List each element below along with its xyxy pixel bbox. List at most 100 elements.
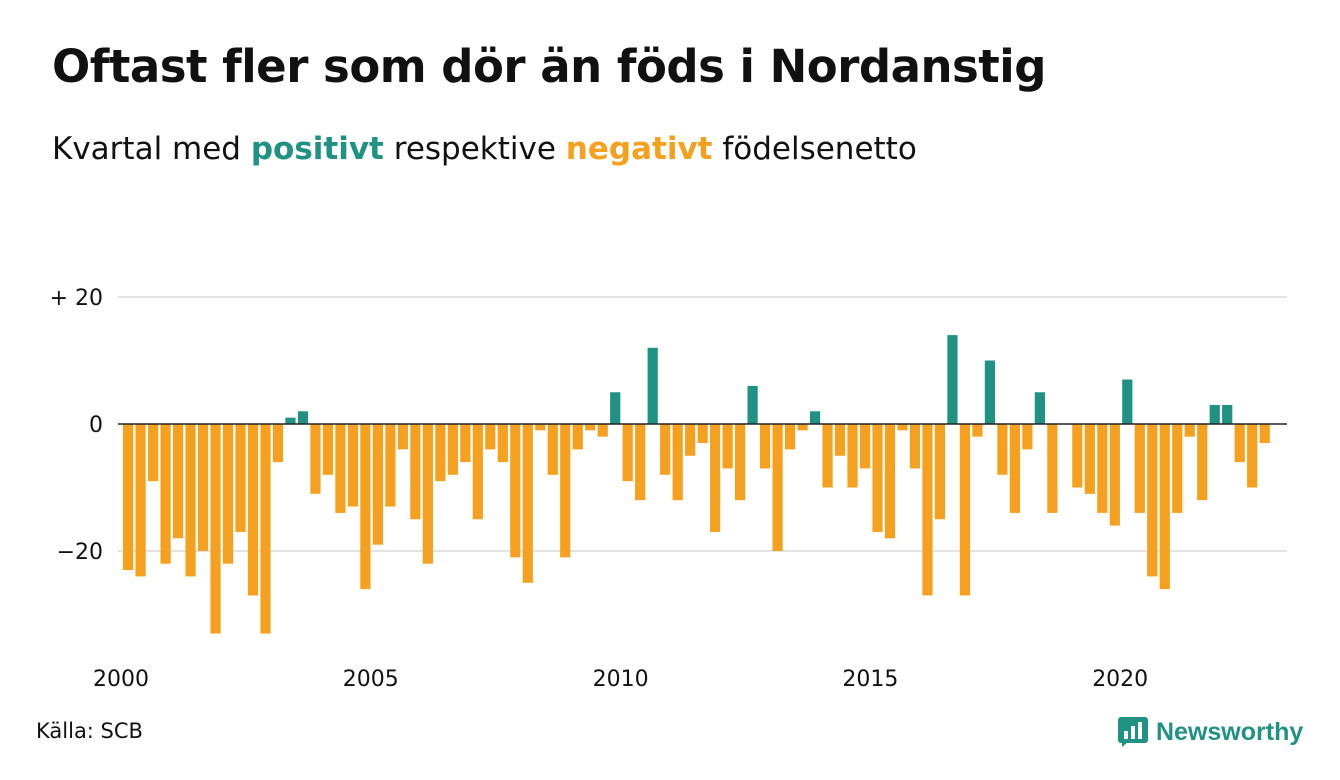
bar-positive <box>1122 379 1133 424</box>
bar-negative <box>859 424 871 469</box>
bar-negative <box>247 424 259 596</box>
chart-subtitle: Kvartal med positivt respektive negativt… <box>52 131 917 167</box>
bar-negative <box>897 424 908 431</box>
bar-negative <box>1172 424 1183 513</box>
bar-negative <box>797 424 808 431</box>
bar-negative <box>347 424 359 507</box>
bar-negative <box>123 424 134 571</box>
bar-negative <box>1184 424 1195 437</box>
bar-negative <box>710 424 721 532</box>
bar-negative <box>934 424 946 520</box>
bar-negative <box>922 424 933 596</box>
bar-negative <box>1159 424 1170 590</box>
bar-positive <box>1209 404 1220 424</box>
bar-positive <box>747 385 758 424</box>
y-tick-label: 0 <box>89 413 103 438</box>
bar-negative <box>547 424 558 475</box>
bar-negative <box>909 424 921 469</box>
bar-negative <box>834 424 846 456</box>
x-tick-label: 2010 <box>593 667 649 692</box>
chart-title: Oftast fler som dör än föds i Nordanstig <box>52 40 1046 93</box>
bar-negative <box>847 424 858 488</box>
bar-negative <box>322 424 334 475</box>
bar-negative <box>397 424 408 450</box>
bar-negative <box>1259 424 1270 444</box>
bar-negative <box>1197 424 1208 501</box>
bar-negative <box>497 424 508 463</box>
bar-negative <box>172 424 184 539</box>
bar-negative <box>884 424 896 539</box>
bar-negative <box>485 424 496 450</box>
subtitle-positive-word: positivt <box>250 131 384 167</box>
bar-negative <box>560 424 571 558</box>
bar-negative <box>697 424 708 444</box>
bar-negative <box>759 424 771 469</box>
bar-negative <box>660 424 671 475</box>
bar-negative <box>1247 424 1258 488</box>
bar-negative <box>1134 424 1145 513</box>
bar-negative <box>147 424 159 482</box>
bar-negative <box>510 424 521 558</box>
grid-lines <box>118 296 1287 552</box>
bar-negative <box>1047 424 1058 513</box>
bar-negative <box>585 424 596 431</box>
bar-negative <box>997 424 1008 475</box>
bar-negative <box>522 424 533 583</box>
bar-negative <box>260 424 271 634</box>
bar-negative <box>335 424 346 513</box>
x-tick-label: 2015 <box>842 667 898 692</box>
bar-negative <box>722 424 733 469</box>
bar-negative <box>272 424 284 463</box>
bar-negative <box>784 424 796 450</box>
newsworthy-logo: Newsworthy <box>1118 714 1303 750</box>
bar-negative <box>222 424 234 564</box>
bar-negative <box>410 424 421 520</box>
bar-positive <box>809 411 821 424</box>
bar-negative <box>210 424 221 634</box>
bar-negative <box>972 424 983 437</box>
bar-negative <box>872 424 883 532</box>
bar-negative <box>1234 424 1245 463</box>
bar-positive <box>984 360 996 424</box>
bar-negative <box>672 424 683 501</box>
subtitle-prefix: Kvartal med <box>52 131 241 167</box>
subtitle-negative-word: negativt <box>565 131 713 167</box>
bar-negative <box>635 424 646 501</box>
bars <box>123 335 1270 634</box>
y-tick-labels: + 20 0 −20 <box>50 286 103 565</box>
subtitle-suffix: födelsenetto <box>722 131 917 167</box>
bar-negative <box>1072 424 1083 488</box>
y-tick-label: + 20 <box>50 286 103 311</box>
bar-negative <box>197 424 209 551</box>
bar-negative <box>385 424 396 507</box>
bar-negative <box>685 424 696 456</box>
bar-negative <box>1009 424 1020 513</box>
x-tick-label: 2000 <box>93 667 149 692</box>
bar-negative <box>372 424 383 545</box>
bar-negative <box>535 424 546 431</box>
bar-negative <box>435 424 446 482</box>
bar-negative <box>622 424 633 482</box>
bar-negative <box>1084 424 1095 494</box>
bar-positive <box>285 417 296 424</box>
bar-negative <box>185 424 196 577</box>
bar-negative <box>460 424 471 463</box>
x-tick-labels: 2000 2005 2010 2015 2020 <box>93 667 1148 692</box>
source-note: Källa: SCB <box>36 719 143 743</box>
bar-positive <box>610 392 621 424</box>
bar-negative <box>160 424 171 564</box>
bar-negative <box>447 424 458 475</box>
bar-negative <box>959 424 971 596</box>
subtitle-middle: respektive <box>393 131 556 167</box>
bar-positive <box>1222 404 1233 424</box>
bar-positive <box>947 335 958 424</box>
x-tick-label: 2020 <box>1092 667 1148 692</box>
bar-positive <box>297 411 309 424</box>
bar-positive <box>647 347 658 424</box>
bar-negative <box>235 424 246 532</box>
bar-negative <box>1022 424 1033 450</box>
bar-negative <box>472 424 483 520</box>
bar-negative <box>1109 424 1120 526</box>
bar-negative <box>822 424 833 488</box>
